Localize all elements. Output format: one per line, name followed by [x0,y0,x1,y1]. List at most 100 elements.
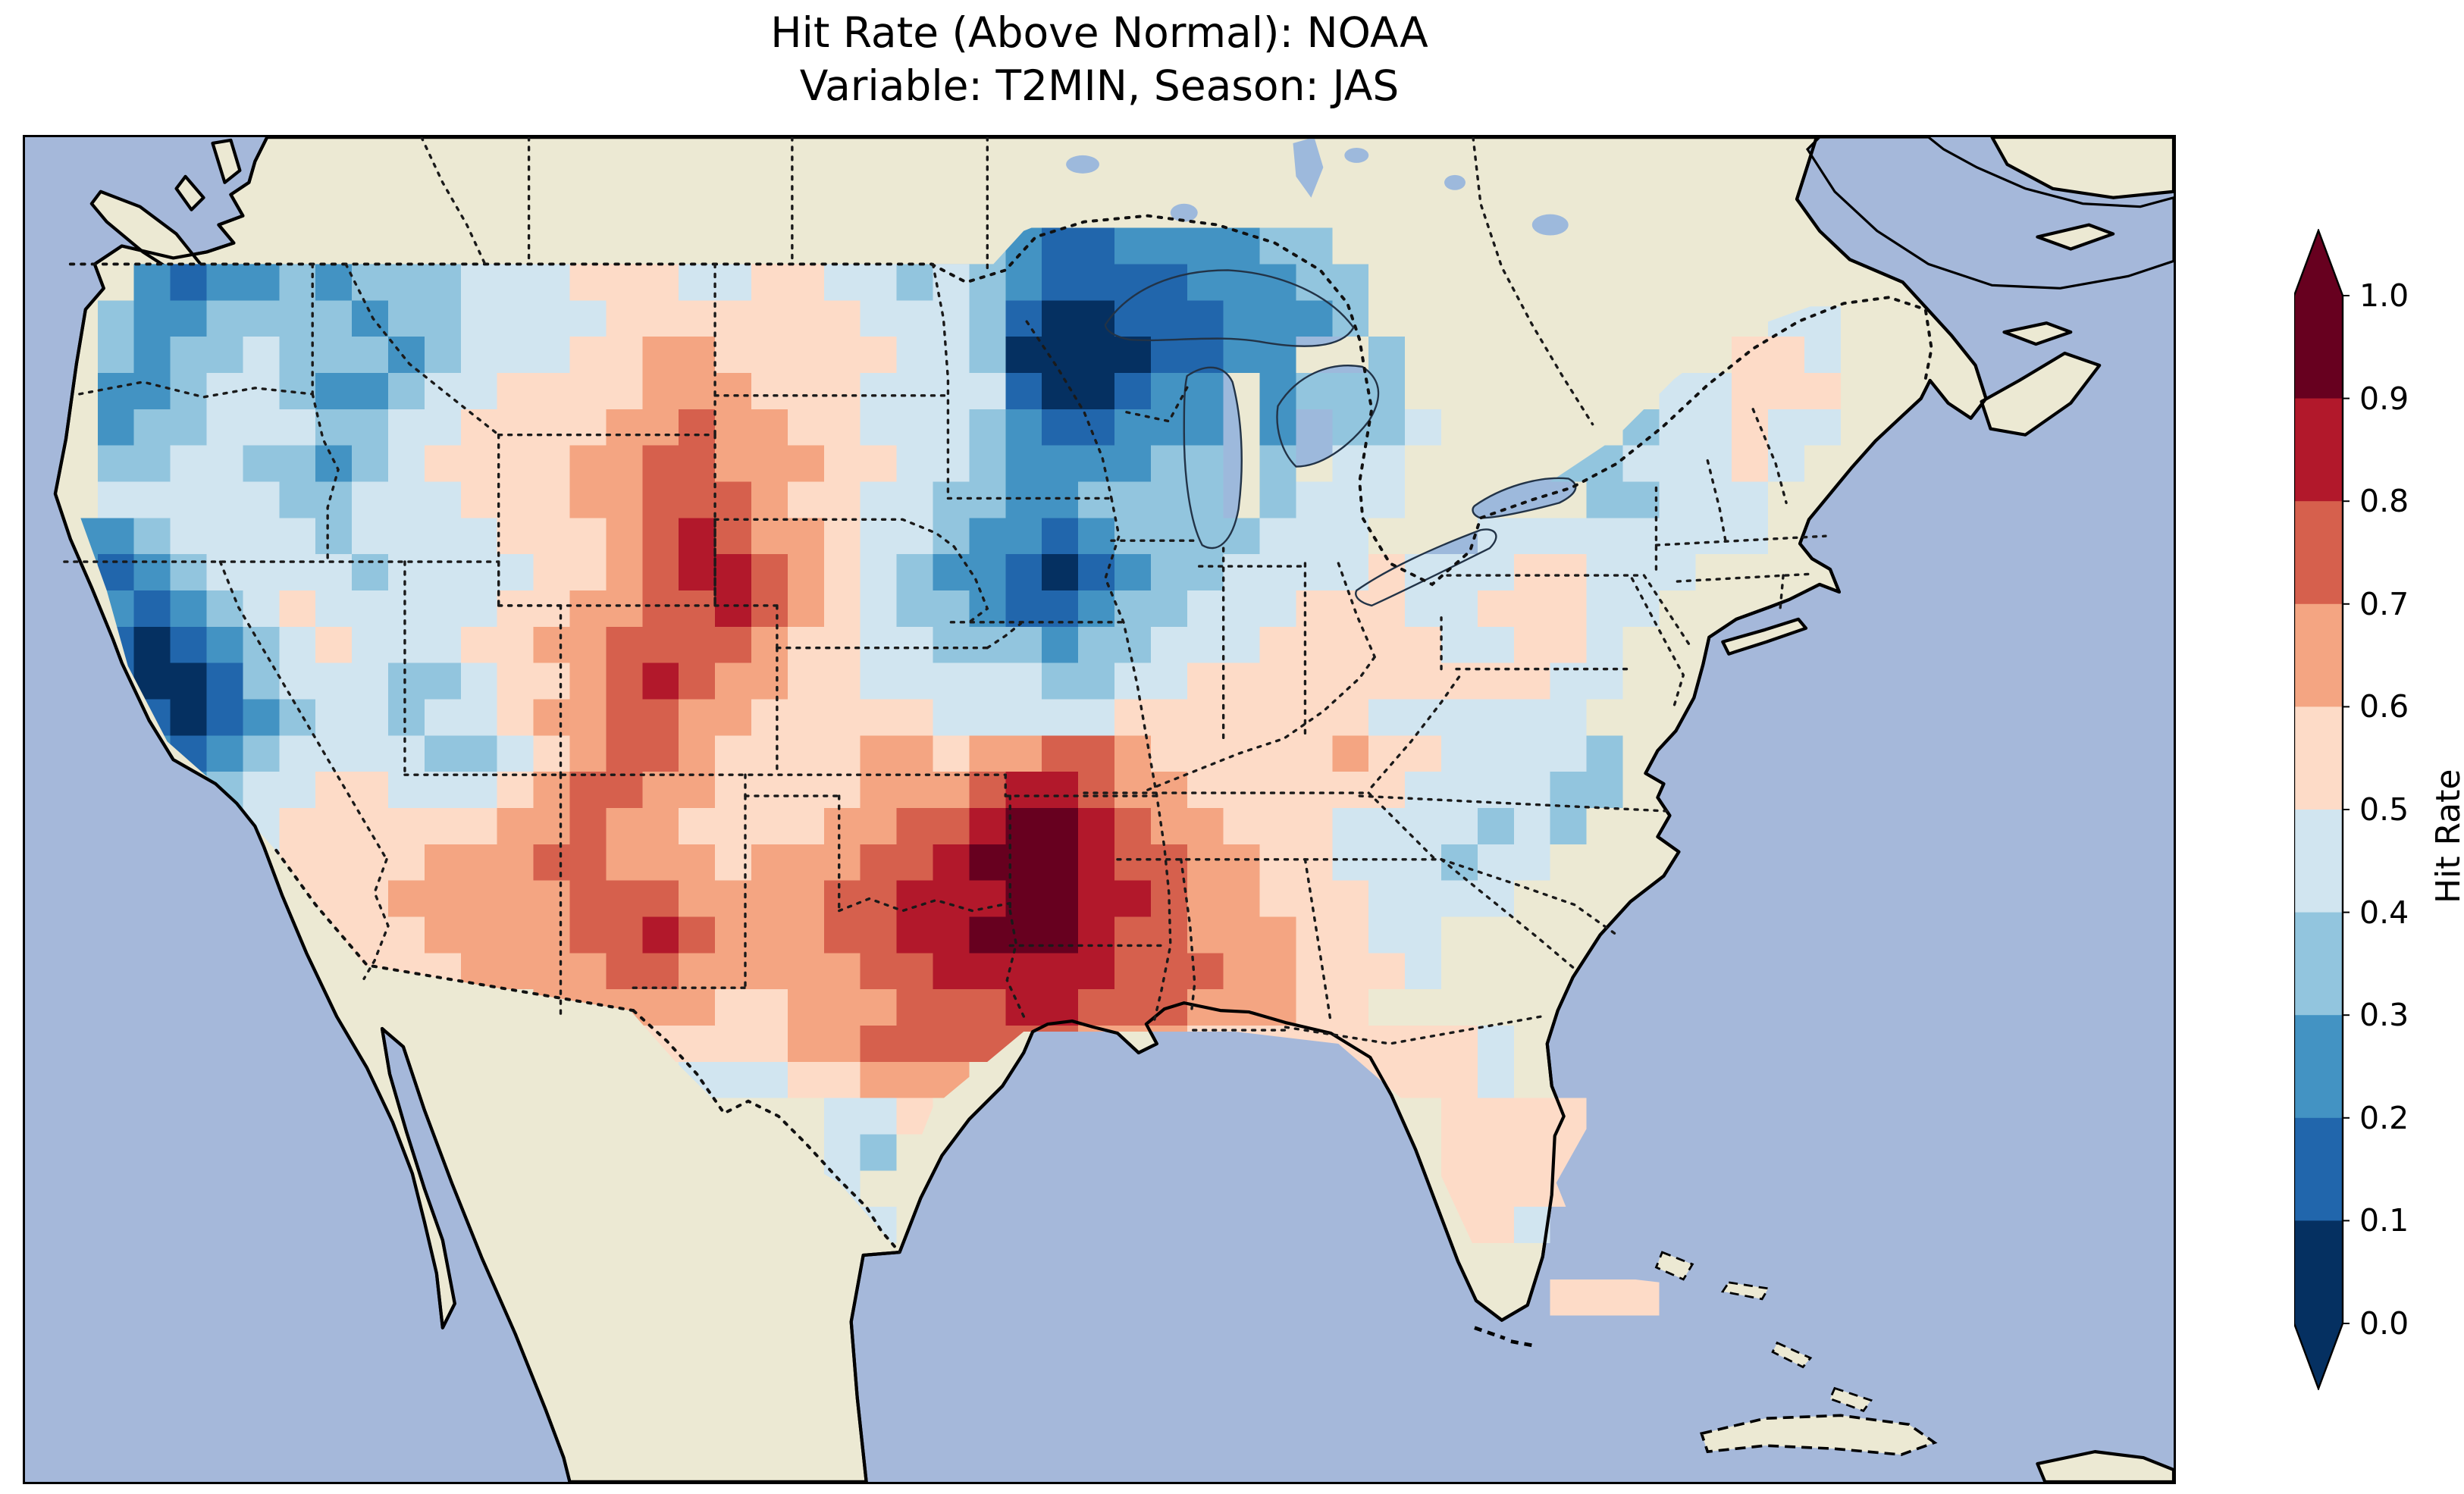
title-line-2: Variable: T2MIN, Season: JAS [799,61,1400,110]
heatmap-cell [387,808,425,844]
heatmap-cell [1622,445,1660,482]
heatmap-cell [715,989,751,1026]
heatmap-cell [279,735,316,772]
heatmap-cell [1550,554,1587,590]
heatmap-cell [387,735,425,772]
heatmap-cell [1732,518,1769,555]
state-border-line [1706,459,1727,543]
heatmap-cell [243,481,280,518]
heatmap-cell [133,590,171,627]
heatmap-cell [787,662,824,700]
heatmap-cell [533,372,570,409]
heatmap-cell [243,445,280,482]
colorbar-segment [2294,1117,2343,1221]
heatmap-cell [133,626,171,663]
heatmap-cell [460,880,497,917]
heatmap-cell [860,372,897,409]
heatmap-cell [823,735,861,772]
colorbar-tick-label: 0.1 [2359,1202,2409,1239]
heatmap-cell [1150,590,1187,627]
heatmap-cell [170,554,207,590]
heatmap-cell [1441,880,1478,917]
heatmap-cell [206,337,243,373]
colorbar-segment [2294,501,2343,605]
heatmap-cell [460,518,497,555]
heatmap-cell [1223,844,1260,881]
heatmap-cell [206,481,243,518]
heatmap-cell [497,481,534,518]
heatmap-cell [243,337,280,373]
heatmap-cell [751,481,788,518]
heatmap-cell [860,916,897,954]
heatmap-cell [243,518,280,555]
heatmap-cell [823,1061,861,1098]
heatmap-cell [569,481,607,518]
heatmap-cell [1005,844,1042,881]
heatmap-cell [1187,227,1224,265]
heatmap-cell [823,699,861,736]
heatmap-cell [1477,1134,1514,1171]
heatmap-cell [1078,337,1114,373]
heatmap-cell [969,662,1006,700]
heatmap-cell [1223,227,1260,265]
colorbar-tick-label: 0.4 [2359,894,2409,931]
heatmap-cell [569,337,607,373]
heatmap-cell [569,844,607,881]
heatmap-cell [823,1026,861,1062]
heatmap-cell [387,445,425,482]
heatmap-cell [243,735,280,772]
heatmap-cell [1005,300,1042,337]
heatmap-cell [1332,481,1369,518]
heatmap-cell [424,590,461,627]
heatmap-cell [352,916,388,954]
heatmap-cell [460,699,497,736]
heatmap-cell [933,916,970,954]
heatmap-cell [715,735,751,772]
heatmap-cell [206,662,243,700]
state-border-line [362,858,390,980]
heatmap-cell [279,772,316,809]
heatmap-cell [969,916,1006,954]
heatmap-cell [315,409,353,446]
heatmap-cell [497,699,534,736]
heatmap-cell [1332,264,1369,301]
heatmap-cell [170,590,207,627]
heatmap-cell [170,300,207,337]
heatmap-cell [424,264,461,301]
heatmap-cell [352,337,388,373]
colorbar-tick-label: 0.9 [2359,380,2409,417]
heatmap-cell [460,772,497,809]
heatmap-cell [823,880,861,917]
heatmap-cell [315,554,353,590]
heatmap-cell [751,518,788,555]
heatmap-cell [533,300,570,337]
heatmap-cell [751,590,788,627]
heatmap-cell [751,772,788,809]
heatmap-cell [533,953,570,990]
labrador-corner [1990,137,2174,199]
heatmap-cell [1368,481,1406,518]
heatmap-cell [1368,445,1406,482]
heatmap-cell [679,300,716,337]
heatmap-cell [243,590,280,627]
heatmap-cell [424,372,461,409]
heatmap-cell [424,916,461,954]
heatmap-cell [387,590,425,627]
heatmap-cell [170,626,207,663]
heatmap-cell [642,699,679,736]
heatmap-cell [1550,735,1587,772]
heatmap-cell [1513,808,1550,844]
heatmap-cell [860,772,897,809]
heatmap-cell [1405,953,1442,990]
heatmap-cell [1078,953,1114,990]
heatmap-cell [243,264,280,301]
heatmap-cell [1005,662,1042,700]
heatmap-cell [1114,953,1151,990]
heatmap-cell [424,518,461,555]
heatmap-cell [606,554,643,590]
heatmap-cell [969,372,1006,409]
heatmap-cell [1586,1279,1623,1316]
heatmap-cell [315,518,353,555]
heatmap-cell [497,626,534,663]
heatmap-cell [1078,916,1114,954]
